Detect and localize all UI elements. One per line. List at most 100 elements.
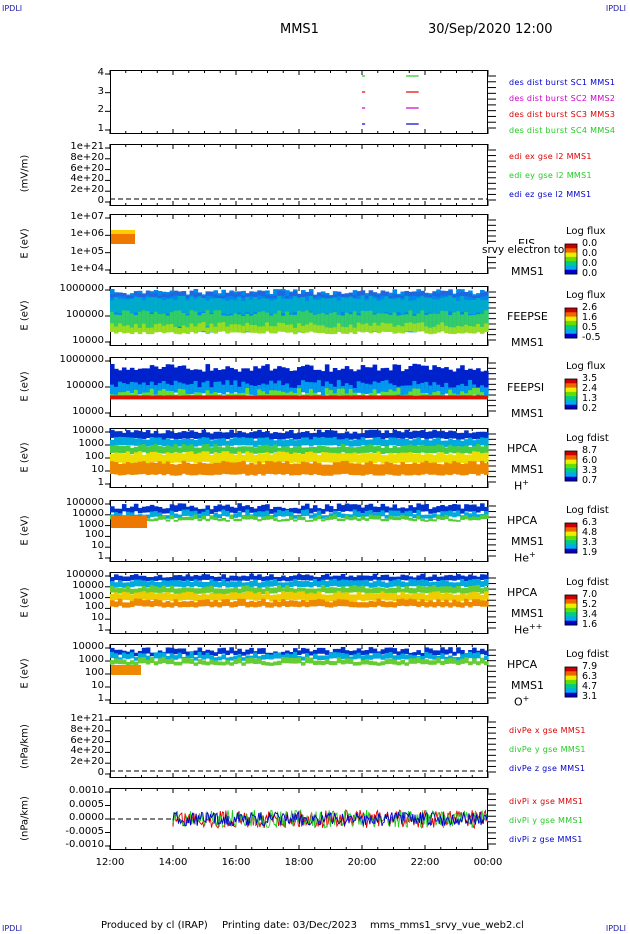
- p7-spectrogram-cell: [480, 503, 485, 511]
- p4-spectrogram-cell: [304, 324, 310, 333]
- p8-spectrogram-cell: [332, 587, 338, 594]
- p7-spectrogram-cell: [404, 508, 410, 514]
- p8-spectrogram-cell: [245, 582, 250, 588]
- p5-colorbar-band: [565, 396, 577, 401]
- p7-spectrogram-cell: [217, 518, 223, 522]
- p6-spectrogram-cell: [281, 462, 286, 475]
- p7-spectrogram-cell: [328, 513, 334, 518]
- p4-spectrogram-cell: [428, 327, 433, 335]
- p7-spectrogram-cell: [237, 503, 242, 511]
- p4-spectrogram-cell: [308, 322, 314, 332]
- p7-spectrogram-cell: [177, 503, 183, 511]
- p7-spectrogram-cell: [308, 508, 314, 514]
- p8-spectrogram-cell: [193, 593, 199, 601]
- p6-spectrogram-cell: [209, 447, 215, 454]
- p4-spectrogram-cell: [265, 294, 270, 298]
- p4-spectrogram-cell: [316, 325, 322, 334]
- p9-spectrogram-cell: [257, 648, 262, 654]
- p8-spectrogram-cell: [185, 579, 191, 587]
- p7-spectrogram-cell: [289, 516, 294, 520]
- p8-spectrogram-cell: [384, 582, 390, 588]
- p6-spectrogram-cell: [197, 452, 203, 463]
- p8-colorbar-value: 1.6: [582, 619, 598, 630]
- p9-spectrogram-cell: [364, 659, 370, 665]
- p6-spectrogram-cell: [400, 432, 406, 440]
- p6-spectrogram-cell: [368, 439, 374, 447]
- p8-spectrogram-cell: [360, 575, 366, 581]
- p8-spectrogram-cell: [352, 580, 358, 587]
- p4-spectrogram-cell: [185, 300, 191, 315]
- p10-y-tick-label: 2e+20: [70, 756, 104, 768]
- p6-spectrogram-cell: [304, 431, 310, 439]
- p4-spectrogram-cell: [356, 299, 362, 314]
- p5-spectrogram-cell: [225, 380, 230, 393]
- p6-spectrogram-cell: [117, 431, 123, 439]
- p5-spectrogram-cell: [117, 381, 123, 394]
- p6-spectrogram-cell: [460, 446, 465, 454]
- p4-spectrogram-cell: [464, 324, 469, 333]
- p8-spectrogram-cell: [121, 576, 127, 582]
- p8-spectrogram-cell: [312, 576, 318, 582]
- p7-spectrogram-cell: [233, 518, 238, 522]
- p5-spectrogram-cell: [416, 364, 421, 389]
- p7-spectrogram-cell: [197, 508, 203, 514]
- p7-spectrogram-cell: [213, 505, 219, 513]
- p6-spectrogram-cell: [368, 461, 374, 475]
- p4-y-tick-label: 100000: [65, 309, 104, 320]
- p6-spectrogram-cell: [412, 453, 417, 464]
- p6-spectrogram-cell: [404, 429, 410, 438]
- p4-spectrogram-cell: [233, 293, 238, 298]
- p5-spectrogram-cell: [149, 365, 155, 389]
- p9-spectrogram-cell: [392, 655, 398, 660]
- p5-colorbar-band: [565, 387, 577, 393]
- p4-spectrogram-cell: [312, 314, 318, 329]
- p4-spectrogram-cell: [153, 311, 159, 328]
- p5-colorbar-band: [565, 383, 577, 389]
- p7-spectrogram-cell: [484, 514, 489, 519]
- p9-spectrogram-cell: [125, 653, 131, 660]
- p4-spectrogram-cell: [428, 313, 433, 329]
- p7-spectrogram-cell: [424, 514, 429, 519]
- p8-y-tick-label: 10: [91, 612, 104, 624]
- p7-spectrogram-cell: [416, 515, 421, 520]
- p4-spectrogram-cell: [472, 299, 477, 314]
- p5-spectrogram-cell: [253, 385, 258, 396]
- p8-spectrogram-cell: [161, 585, 167, 593]
- p4-spectrogram-cell: [257, 326, 262, 334]
- p9-spectrogram-cell: [257, 656, 262, 661]
- p6-spectrogram-cell: [308, 463, 314, 476]
- p6-spectrogram-cell: [316, 445, 322, 454]
- p7-spectrogram-cell: [336, 511, 342, 518]
- p6-spectrogram-cell: [320, 436, 326, 446]
- corner-label-tl: IPDLI: [2, 4, 23, 13]
- p8-spectrogram-cell: [225, 577, 230, 582]
- p8-spectrogram-cell: [137, 579, 143, 587]
- p8-spectrogram-cell: [468, 579, 473, 587]
- p4-spectrogram-cell: [424, 293, 429, 297]
- p5-spectrogram-band: [110, 395, 488, 400]
- p4-spectrogram-cell: [217, 322, 223, 332]
- p4-spectrogram-cell: [448, 327, 453, 334]
- p6-spectrogram-cell: [372, 464, 378, 476]
- p7-spacecraft-label: MMS1: [511, 535, 544, 548]
- p8-spectrogram-cell: [245, 585, 250, 593]
- p5-spectrogram-cell: [312, 369, 318, 392]
- p6-spectrogram-cell: [197, 438, 203, 446]
- p9-spectrogram-cell: [312, 649, 318, 655]
- p4-spectrogram-cell: [277, 322, 282, 332]
- p6-spectrogram-cell: [396, 438, 402, 447]
- p4-spectrogram-cell: [324, 295, 330, 298]
- p5-spectrogram-cell: [352, 371, 358, 392]
- p8-spectrogram-cell: [452, 587, 457, 594]
- p9-spectrogram-cell: [468, 661, 473, 666]
- p8-spectrogram-cell: [145, 577, 151, 582]
- p4-spectrogram-cell: [273, 295, 278, 298]
- p8-spectrogram-cell: [169, 577, 175, 582]
- p5-spectrogram-cell: [181, 389, 187, 396]
- p5-y-tick-label: 10000: [72, 406, 104, 417]
- p8-spectrogram-cell: [269, 602, 274, 608]
- p4-spectrogram-cell: [344, 327, 350, 334]
- p6-spectrogram-cell: [245, 437, 250, 446]
- p6-spectrogram-cell: [312, 461, 318, 475]
- p7-spectrogram-cell: [245, 515, 250, 520]
